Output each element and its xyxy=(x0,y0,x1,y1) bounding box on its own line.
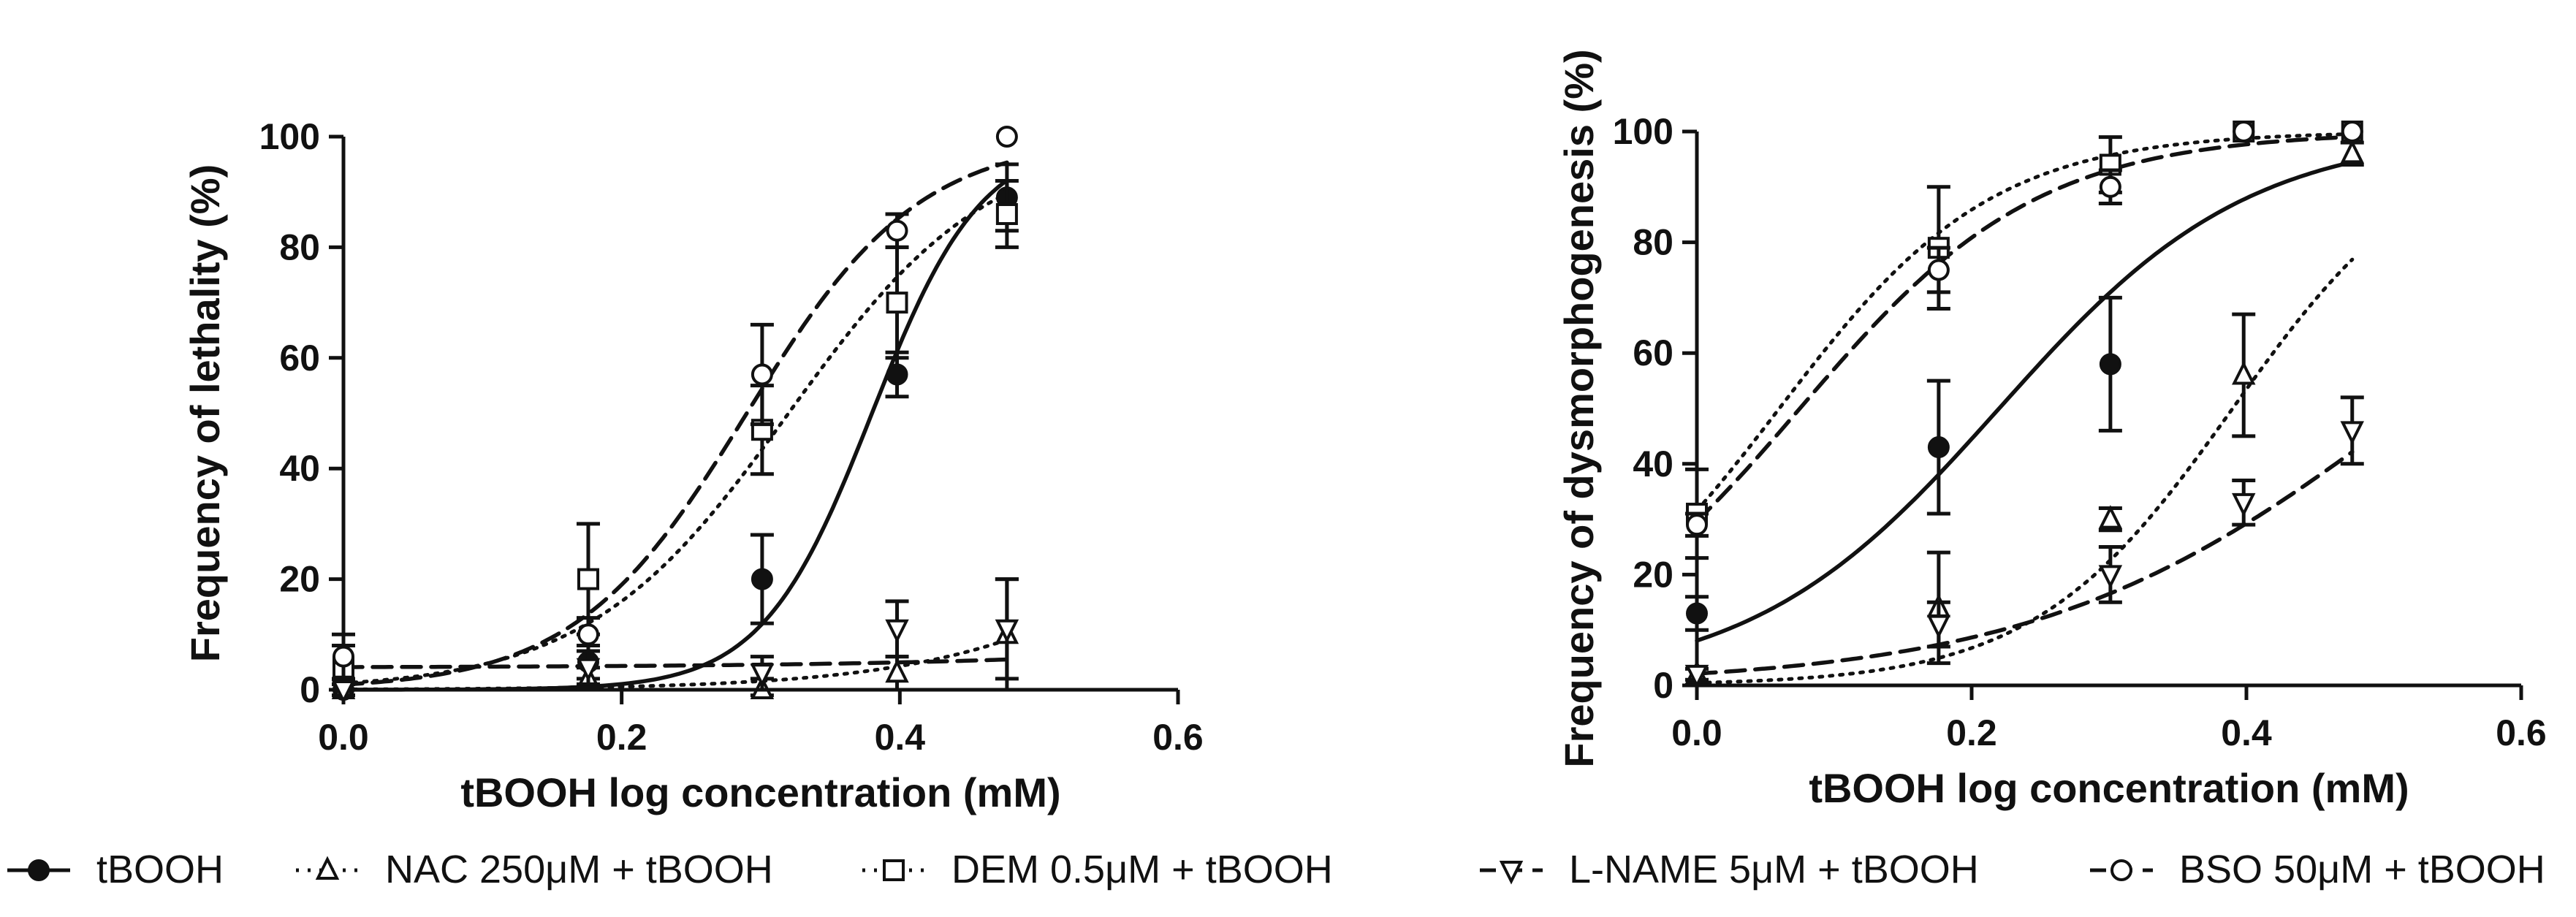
dem-data-point xyxy=(577,568,599,590)
x-tick-label: 0.0 xyxy=(1671,712,1722,753)
tbooh-data-point xyxy=(2099,353,2121,376)
dem-legend-label: DEM 0.5μM + tBOOH xyxy=(951,848,1333,891)
dem-fit-curve xyxy=(1695,132,2355,513)
nac-fit-curve xyxy=(1695,257,2355,685)
tbooh-data-point xyxy=(751,568,773,590)
lname-data-point xyxy=(885,619,909,644)
x-tick-label: 0.0 xyxy=(318,717,369,758)
lname-fit-curve xyxy=(1695,449,2355,676)
y-tick-label: 20 xyxy=(279,559,320,600)
bso-fit-curve xyxy=(341,160,1009,687)
lname-fit-curve xyxy=(341,657,1009,669)
tbooh-legend-marker xyxy=(28,859,50,881)
y-tick-label: 80 xyxy=(1633,222,1673,263)
lname-data-point xyxy=(750,663,775,688)
y-tick-label: 40 xyxy=(279,448,320,489)
tbooh-data-point xyxy=(886,363,908,386)
y-tick-label: 20 xyxy=(1633,554,1673,595)
lname-data-point xyxy=(1684,664,1709,689)
dysmorphogenesis-chart: 0 20 40 60 80 100 0.0 0.2 0.4 0.6 tBOOH log concen… xyxy=(1556,49,2547,811)
y-axis-title: Frequency of dysmorphogenesis (%) xyxy=(1556,49,1602,767)
tbooh-data-point xyxy=(1927,436,1950,459)
x-tick-label: 0.2 xyxy=(1946,712,1997,753)
bso-legend-marker xyxy=(2110,859,2132,881)
lname-data-point xyxy=(995,619,1019,644)
lethality-chart: 0 20 40 60 80 100 0.0 0.2 0.4 0.6 tBOOH log concen… xyxy=(182,116,1204,815)
lname-data-point xyxy=(1926,614,1951,639)
bso-data-point xyxy=(2341,121,2363,142)
bso-data-point xyxy=(1927,259,1950,281)
lname-legend-label: L-NAME 5μM + tBOOH xyxy=(1569,848,1979,891)
bso-data-point xyxy=(995,126,1018,148)
tbooh-legend-label: tBOOH xyxy=(96,848,224,891)
lname-data-point xyxy=(331,680,356,704)
x-tick-label: 0.4 xyxy=(2221,712,2272,753)
dem-fit-curve xyxy=(341,191,1009,685)
y-tick-label: 100 xyxy=(259,116,320,157)
y-tick-label: 40 xyxy=(1633,444,1673,484)
bso-legend-label: BSO 50μM + tBOOH xyxy=(2179,848,2545,891)
x-tick-label: 0.4 xyxy=(875,717,926,758)
lname-data-point xyxy=(2098,565,2123,589)
x-tick-label: 0.6 xyxy=(1152,717,1204,758)
tbooh-fit-curve xyxy=(1695,160,2355,643)
nac-legend-marker xyxy=(315,856,340,880)
nac-data-point xyxy=(2340,139,2364,164)
legend: tBOOH NAC 250μM + tBOOH DEM 0.5μM + tBOOH L… xyxy=(7,848,2545,891)
y-tick-label: 60 xyxy=(279,338,320,378)
nac-data-point xyxy=(2232,361,2256,385)
bso-data-point xyxy=(1686,514,1708,536)
x-axis-title: tBOOH log concentration (mM) xyxy=(1809,765,2409,811)
bso-fit-curve xyxy=(1695,134,2355,523)
y-tick-label: 100 xyxy=(1613,111,1673,152)
lname-data-point xyxy=(2232,492,2256,517)
dem-legend-marker xyxy=(883,859,905,881)
y-tick-label: 80 xyxy=(279,227,320,267)
nac-legend-label: NAC 250μM + tBOOH xyxy=(385,848,773,891)
y-axis-title: Frequency of lethality (%) xyxy=(182,164,228,662)
bso-data-point xyxy=(751,363,773,386)
x-tick-label: 0.6 xyxy=(2496,712,2547,753)
x-axis-title: tBOOH log concentration (mM) xyxy=(460,769,1060,815)
lname-legend-marker xyxy=(1499,861,1524,885)
bso-data-point xyxy=(886,219,908,242)
lname-data-point xyxy=(576,658,601,682)
bso-data-point xyxy=(333,645,354,668)
y-tick-label: 0 xyxy=(1653,665,1673,706)
x-tick-label: 0.2 xyxy=(596,717,647,758)
bso-data-point xyxy=(2233,121,2255,142)
tbooh-data-point xyxy=(1686,602,1708,625)
lname-data-point xyxy=(2340,421,2364,445)
nac-data-point xyxy=(2098,505,2123,529)
tbooh-fit-curve xyxy=(341,178,1009,692)
bso-data-point xyxy=(2099,175,2121,198)
y-tick-label: 60 xyxy=(1633,332,1673,373)
dem-data-point xyxy=(886,292,908,314)
bso-data-point xyxy=(577,623,599,646)
nac-data-point xyxy=(885,658,909,683)
y-tick-label: 0 xyxy=(300,669,320,710)
dem-data-point xyxy=(995,202,1018,225)
